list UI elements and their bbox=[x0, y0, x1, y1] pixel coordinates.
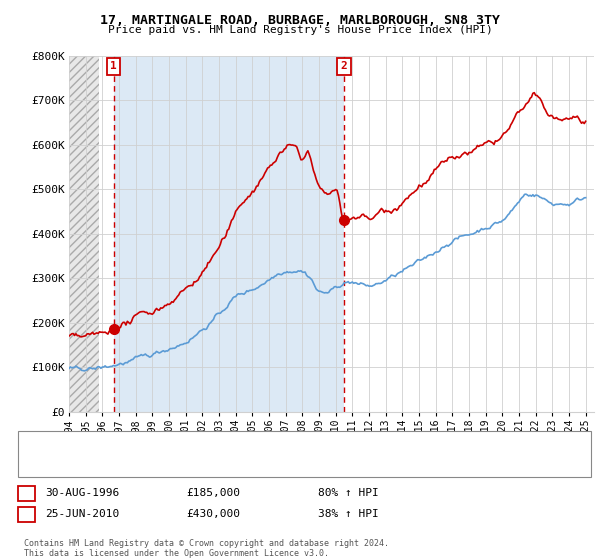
Text: HPI: Average price, detached house, Wiltshire: HPI: Average price, detached house, Wilt… bbox=[69, 460, 334, 470]
Bar bbox=[69, 56, 100, 412]
Text: 25-JUN-2010: 25-JUN-2010 bbox=[45, 509, 119, 519]
Text: 80% ↑ HPI: 80% ↑ HPI bbox=[318, 488, 379, 498]
Text: Contains HM Land Registry data © Crown copyright and database right 2024.
This d: Contains HM Land Registry data © Crown c… bbox=[24, 539, 389, 558]
Text: 38% ↑ HPI: 38% ↑ HPI bbox=[318, 509, 379, 519]
Text: 17, MARTINGALE ROAD, BURBAGE, MARLBOROUGH, SN8 3TY: 17, MARTINGALE ROAD, BURBAGE, MARLBOROUG… bbox=[100, 14, 500, 27]
Text: 2: 2 bbox=[23, 507, 30, 521]
Text: ———: ——— bbox=[33, 458, 70, 472]
Bar bbox=[113, 56, 344, 412]
Text: 1: 1 bbox=[23, 486, 30, 500]
Text: £185,000: £185,000 bbox=[186, 488, 240, 498]
Text: £430,000: £430,000 bbox=[186, 509, 240, 519]
Text: ———: ——— bbox=[33, 441, 70, 455]
Text: 17, MARTINGALE ROAD, BURBAGE, MARLBOROUGH, SN8 3TY (detached house): 17, MARTINGALE ROAD, BURBAGE, MARLBOROUG… bbox=[69, 443, 463, 453]
Text: 30-AUG-1996: 30-AUG-1996 bbox=[45, 488, 119, 498]
Text: 1: 1 bbox=[110, 62, 117, 71]
Text: Price paid vs. HM Land Registry's House Price Index (HPI): Price paid vs. HM Land Registry's House … bbox=[107, 25, 493, 35]
Text: 2: 2 bbox=[341, 62, 347, 71]
